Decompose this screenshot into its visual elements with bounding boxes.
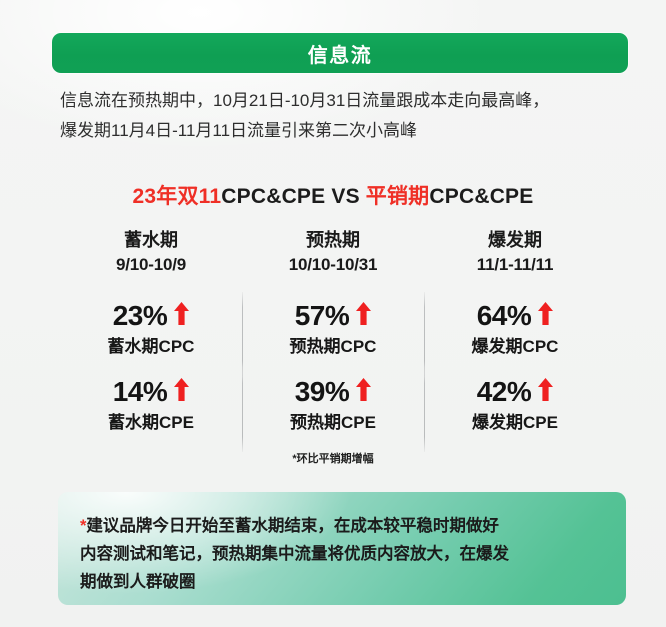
period-name: 预热期 (306, 230, 360, 250)
period-range: 9/10-10/9 (115, 255, 187, 274)
section-header-bar: 信息流 (52, 33, 628, 73)
metric-label: 蓄水期CPE (108, 413, 194, 432)
period-range: 11/1-11/11 (476, 255, 554, 274)
metric-row-cpc: 23% 蓄水期CPC 57% 预热期CPC 64% (60, 292, 606, 376)
section-title: 信息流 (307, 44, 373, 67)
period-column-1: 蓄水期 9/10-10/9 (60, 228, 242, 277)
comparison-title-part1: 23年双11 (132, 185, 222, 208)
up-arrow-icon (174, 301, 190, 325)
up-arrow-icon (538, 301, 554, 325)
up-arrow-icon (356, 377, 372, 401)
metric-cell-cpe-3: 42% 爆发期CPE (424, 368, 606, 452)
metric-value: 14% (112, 376, 168, 407)
comparison-title-part4: CPC&CPE (429, 185, 534, 208)
recommendation-line-3: 期做到人群破圈 (80, 573, 196, 591)
metric-label: 爆发期CPE (472, 413, 558, 432)
comparison-title-vs: VS (331, 185, 360, 208)
period-column-headers: 蓄水期 9/10-10/9 预热期 10/10-10/31 爆发期 11/1-1… (60, 228, 606, 277)
metrics-grid: 23% 蓄水期CPC 57% 预热期CPC 64% (60, 292, 606, 452)
recommendation-box: *建议品牌今日开始至蓄水期结束，在成本较平稳时期做好 内容测试和笔记，预热期集中… (58, 492, 626, 605)
metric-label: 爆发期CPC (471, 337, 559, 356)
intro-line-2: 爆发期11月4日-11月11日流量引来第二次小高峰 (60, 121, 418, 140)
intro-line-1: 信息流在预热期中，10月21日-10月31日流量跟成本走向最高峰， (60, 91, 550, 110)
intro-paragraph: 信息流在预热期中，10月21日-10月31日流量跟成本走向最高峰， 爆发期11月… (60, 86, 620, 146)
metric-value: 64% (476, 300, 532, 331)
metric-value: 57% (294, 300, 350, 331)
period-column-2: 预热期 10/10-10/31 (242, 228, 424, 277)
period-column-3: 爆发期 11/1-11/11 (424, 228, 606, 277)
comparison-title-part2: CPC&CPE (221, 185, 326, 208)
metric-value: 23% (112, 300, 168, 331)
metric-cell-cpc-3: 64% 爆发期CPC (424, 292, 606, 376)
comparison-title: 23年双11CPC&CPE VS 平销期CPC&CPE (0, 180, 666, 210)
metric-cell-cpe-1: 14% 蓄水期CPE (60, 372, 242, 448)
metric-label: 预热期CPE (290, 413, 376, 432)
period-name: 爆发期 (488, 230, 542, 250)
recommendation-line-2: 内容测试和笔记，预热期集中流量将优质内容放大，在爆发 (80, 545, 509, 563)
metric-cell-cpc-1: 23% 蓄水期CPC (60, 296, 242, 372)
recommendation-line-1: 建议品牌今日开始至蓄水期结束，在成本较平稳时期做好 (86, 517, 499, 535)
metric-cell-cpc-2: 57% 预热期CPC (242, 292, 424, 376)
period-range: 10/10-10/31 (288, 255, 378, 274)
up-arrow-icon (538, 377, 554, 401)
metrics-footnote: *环比平销期增幅 (292, 453, 374, 465)
metric-cell-cpe-2: 39% 预热期CPE (242, 368, 424, 452)
up-arrow-icon (174, 377, 190, 401)
metric-label: 蓄水期CPC (107, 337, 195, 356)
up-arrow-icon (356, 301, 372, 325)
metric-label: 预热期CPC (289, 337, 377, 356)
recommendation-text: *建议品牌今日开始至蓄水期结束，在成本较平稳时期做好 内容测试和笔记，预热期集中… (80, 512, 604, 596)
period-name: 蓄水期 (124, 230, 178, 250)
comparison-title-part3: 平销期 (365, 185, 430, 208)
metric-value: 42% (476, 376, 532, 407)
metric-value: 39% (294, 376, 350, 407)
metric-row-cpe: 14% 蓄水期CPE 39% 预热期CPE 42% (60, 368, 606, 452)
asterisk-marker: * (80, 517, 87, 535)
